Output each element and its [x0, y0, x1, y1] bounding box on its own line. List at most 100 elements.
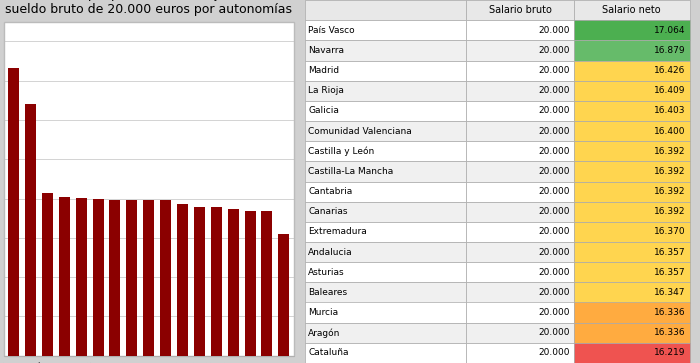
Text: 20.000: 20.000 [539, 127, 570, 136]
Bar [466, 161, 574, 182]
Text: 17.064: 17.064 [654, 26, 686, 35]
Bar [211, 207, 222, 363]
Bar [304, 0, 466, 20]
Text: 16.392: 16.392 [654, 167, 686, 176]
Bar [304, 141, 466, 161]
Bar [466, 242, 574, 262]
Bar [304, 302, 466, 323]
Text: Cantabria: Cantabria [309, 187, 353, 196]
Bar [574, 282, 690, 302]
Text: 20.000: 20.000 [539, 86, 570, 95]
Text: 16.336: 16.336 [654, 308, 686, 317]
Bar [262, 211, 272, 363]
Bar [127, 200, 137, 363]
Bar [8, 68, 19, 363]
Bar [466, 202, 574, 222]
Bar [304, 61, 466, 81]
Text: Navarra: Navarra [309, 46, 344, 55]
Text: 20.000: 20.000 [539, 328, 570, 337]
Text: 20.000: 20.000 [539, 46, 570, 55]
Bar [144, 200, 154, 363]
Bar [76, 198, 87, 363]
Bar [304, 121, 466, 141]
Bar [466, 81, 574, 101]
Text: 16.357: 16.357 [654, 268, 686, 277]
Bar [177, 204, 188, 363]
Bar [304, 182, 466, 202]
Bar [574, 40, 690, 61]
Text: 20.000: 20.000 [539, 268, 570, 277]
Bar [574, 81, 690, 101]
Bar [304, 222, 466, 242]
Bar [574, 61, 690, 81]
Text: 20.000: 20.000 [539, 106, 570, 115]
Text: Aragón: Aragón [309, 328, 341, 338]
Text: 16.403: 16.403 [654, 106, 686, 115]
Bar [279, 234, 289, 363]
Text: 16.336: 16.336 [654, 328, 686, 337]
Bar [574, 242, 690, 262]
Bar [304, 40, 466, 61]
Title: Salario neto que percibe un trabajador con un
sueldo bruto de 20.000 euros por a: Salario neto que percibe un trabajador c… [4, 0, 293, 16]
Bar [304, 101, 466, 121]
Bar [574, 161, 690, 182]
Text: Salario bruto: Salario bruto [489, 5, 552, 15]
Text: 20.000: 20.000 [539, 207, 570, 216]
Text: 16.219: 16.219 [654, 348, 686, 358]
Text: 20.000: 20.000 [539, 227, 570, 236]
Bar [574, 0, 690, 20]
Bar [466, 61, 574, 81]
Bar [466, 0, 574, 20]
Text: 16.409: 16.409 [654, 86, 686, 95]
Text: Salario neto: Salario neto [603, 5, 661, 15]
Bar [466, 302, 574, 323]
Text: 20.000: 20.000 [539, 26, 570, 35]
Text: 20.000: 20.000 [539, 66, 570, 75]
Bar [25, 105, 36, 363]
Bar [304, 202, 466, 222]
Bar [304, 161, 466, 182]
Text: Canarias: Canarias [309, 207, 348, 216]
Text: Andalucia: Andalucia [309, 248, 353, 257]
Bar [466, 182, 574, 202]
Bar [466, 262, 574, 282]
Text: 20.000: 20.000 [539, 288, 570, 297]
Bar [466, 121, 574, 141]
Bar [304, 20, 466, 40]
Bar [92, 199, 104, 363]
Text: 16.392: 16.392 [654, 147, 686, 156]
Text: 16.370: 16.370 [654, 227, 686, 236]
Bar [194, 207, 205, 363]
Bar [574, 182, 690, 202]
Text: Comunidad Valenciana: Comunidad Valenciana [309, 127, 412, 136]
Bar [574, 343, 690, 363]
Bar [466, 101, 574, 121]
Bar [304, 282, 466, 302]
Bar [574, 262, 690, 282]
Text: Baleares: Baleares [309, 288, 347, 297]
Text: 20.000: 20.000 [539, 147, 570, 156]
Text: 16.400: 16.400 [654, 127, 686, 136]
Text: Extremadura: Extremadura [309, 227, 367, 236]
Text: Murcia: Murcia [309, 308, 339, 317]
Bar [466, 20, 574, 40]
Bar [574, 101, 690, 121]
Bar [466, 141, 574, 161]
Text: La Rioja: La Rioja [309, 86, 344, 95]
Text: 20.000: 20.000 [539, 308, 570, 317]
Text: 16.426: 16.426 [654, 66, 686, 75]
Text: 20.000: 20.000 [539, 348, 570, 358]
Text: Castilla-La Mancha: Castilla-La Mancha [309, 167, 393, 176]
Bar [574, 323, 690, 343]
Text: 16.392: 16.392 [654, 207, 686, 216]
Bar [304, 242, 466, 262]
Bar [466, 343, 574, 363]
Bar [42, 193, 53, 363]
Text: Madrid: Madrid [309, 66, 340, 75]
Text: 20.000: 20.000 [539, 167, 570, 176]
Bar [304, 262, 466, 282]
Text: 16.347: 16.347 [654, 288, 686, 297]
Bar [160, 200, 171, 363]
Bar [574, 121, 690, 141]
Bar [304, 343, 466, 363]
